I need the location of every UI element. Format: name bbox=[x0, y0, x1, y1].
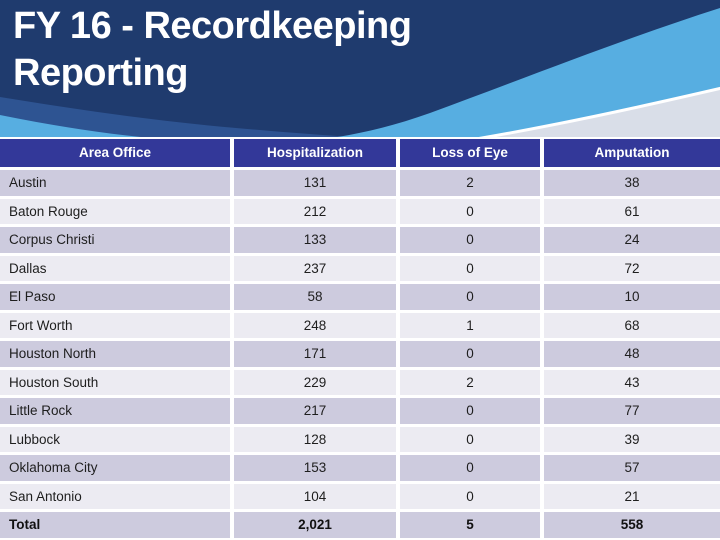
loss-of-eye-value: 0 bbox=[400, 255, 540, 281]
loss-of-eye-value: 2 bbox=[400, 369, 540, 395]
banner-band-navy-wave bbox=[0, 97, 352, 137]
total-loss-of-eye-value: 5 bbox=[400, 512, 540, 538]
hospitalization-value: 237 bbox=[234, 255, 396, 281]
loss-of-eye-value: 0 bbox=[400, 198, 540, 224]
loss-of-eye-value: 0 bbox=[400, 455, 540, 481]
area-office-cell: Corpus Christi bbox=[0, 227, 230, 253]
area-office-cell: Baton Rouge bbox=[0, 198, 230, 224]
hospitalization-value: 248 bbox=[234, 312, 396, 338]
area-office-cell: El Paso bbox=[0, 284, 230, 310]
loss-of-eye-value: 0 bbox=[400, 284, 540, 310]
hospitalization-value: 58 bbox=[234, 284, 396, 310]
loss-of-eye-value: 0 bbox=[400, 483, 540, 509]
hospitalization-value: 212 bbox=[234, 198, 396, 224]
loss-of-eye-value: 0 bbox=[400, 426, 540, 452]
area-office-cell: Houston North bbox=[0, 341, 230, 367]
loss-of-eye-value: 2 bbox=[400, 170, 540, 196]
hospitalization-value: 229 bbox=[234, 369, 396, 395]
hospitalization-value: 104 bbox=[234, 483, 396, 509]
col-header-area-office: Area Office bbox=[0, 139, 230, 167]
amputation-value: 24 bbox=[544, 227, 720, 253]
loss-of-eye-value: 0 bbox=[400, 227, 540, 253]
amputation-value: 68 bbox=[544, 312, 720, 338]
col-header-amputation: Amputation bbox=[544, 139, 720, 167]
slide-title-line1: FY 16 - Recordkeeping bbox=[13, 5, 412, 47]
hospitalization-value: 217 bbox=[234, 398, 396, 424]
area-office-cell: Little Rock bbox=[0, 398, 230, 424]
col-header-hospitalization: Hospitalization bbox=[234, 139, 396, 167]
hospitalization-value: 128 bbox=[234, 426, 396, 452]
area-office-cell: Houston South bbox=[0, 369, 230, 395]
amputation-value: 48 bbox=[544, 341, 720, 367]
area-office-cell: Fort Worth bbox=[0, 312, 230, 338]
amputation-value: 39 bbox=[544, 426, 720, 452]
data-table: Area Office Hospitalization Loss of Eye … bbox=[0, 139, 720, 538]
banner-wave-graphic bbox=[0, 8, 720, 137]
amputation-value: 77 bbox=[544, 398, 720, 424]
loss-of-eye-value: 0 bbox=[400, 398, 540, 424]
banner-gray-wave bbox=[492, 89, 720, 137]
banner-sky-blue-wave bbox=[0, 8, 720, 137]
total-hospitalization-value: 2,021 bbox=[234, 512, 396, 538]
area-office-cell: San Antonio bbox=[0, 483, 230, 509]
area-office-cell: Dallas bbox=[0, 255, 230, 281]
area-office-cell: Austin bbox=[0, 170, 230, 196]
amputation-value: 72 bbox=[544, 255, 720, 281]
loss-of-eye-value: 0 bbox=[400, 341, 540, 367]
hospitalization-value: 171 bbox=[234, 341, 396, 367]
amputation-value: 21 bbox=[544, 483, 720, 509]
hospitalization-value: 153 bbox=[234, 455, 396, 481]
slide-header-banner: FY 16 - Recordkeeping Reporting bbox=[0, 0, 720, 137]
area-office-cell: Lubbock bbox=[0, 426, 230, 452]
total-label-cell: Total bbox=[0, 512, 230, 538]
hospitalization-value: 131 bbox=[234, 170, 396, 196]
slide-title: FY 16 - Recordkeeping Reporting bbox=[13, 3, 412, 97]
amputation-value: 38 bbox=[544, 170, 720, 196]
hospitalization-value: 133 bbox=[234, 227, 396, 253]
amputation-value: 61 bbox=[544, 198, 720, 224]
amputation-value: 43 bbox=[544, 369, 720, 395]
col-header-loss-of-eye: Loss of Eye bbox=[400, 139, 540, 167]
banner-white-divider bbox=[478, 86, 720, 137]
amputation-value: 57 bbox=[544, 455, 720, 481]
amputation-value: 10 bbox=[544, 284, 720, 310]
loss-of-eye-value: 1 bbox=[400, 312, 540, 338]
total-amputation-value: 558 bbox=[544, 512, 720, 538]
area-office-cell: Oklahoma City bbox=[0, 455, 230, 481]
slide-title-line2: Reporting bbox=[13, 52, 188, 94]
